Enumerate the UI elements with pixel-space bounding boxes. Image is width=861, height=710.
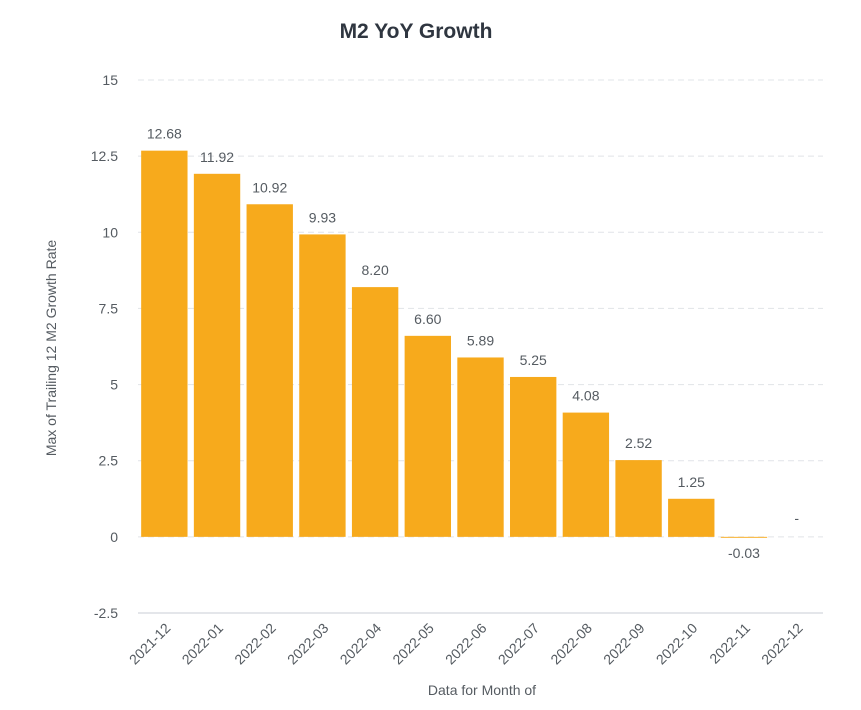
data-label: 1.25 [678, 474, 705, 490]
data-label: 11.92 [200, 149, 234, 165]
y-tick-label: 0 [110, 529, 118, 545]
data-label: 9.93 [309, 209, 336, 225]
x-tick-label: 2022-02 [231, 620, 279, 668]
y-axis-label: Max of Trailing 12 M2 Growth Rate [43, 240, 59, 457]
bar [193, 173, 241, 537]
x-tick-label: 2022-01 [179, 620, 227, 668]
data-label: - [794, 510, 799, 526]
bar [457, 357, 504, 537]
y-tick-label: 10 [102, 224, 118, 240]
bar [246, 204, 293, 537]
bars [141, 150, 768, 538]
data-label: 8.20 [361, 262, 388, 278]
bar [141, 150, 188, 537]
x-tick-label: 2021-12 [126, 620, 174, 668]
x-tick-label: 2022-08 [547, 620, 595, 668]
y-tick-label: 12.5 [91, 148, 118, 164]
x-tick-label: 2022-03 [284, 620, 332, 668]
x-axis-ticks: 2021-12 2022-01 2022-02 2022-03 2022-04 2022-… [126, 620, 806, 668]
bar [562, 412, 610, 537]
bar [615, 460, 662, 537]
bar [668, 498, 715, 537]
data-label: 4.08 [572, 388, 599, 404]
x-tick-label: 2022-06 [442, 620, 490, 668]
data-label: 2.52 [625, 435, 652, 451]
data-label: 12.68 [147, 126, 182, 142]
data-label: 5.25 [520, 352, 547, 368]
x-tick-label: 2022-10 [653, 620, 701, 668]
bar [720, 536, 768, 538]
bar [404, 335, 451, 537]
chart-title: M2 YoY Growth [340, 20, 493, 43]
bar [351, 287, 399, 537]
x-tick-label: 2022-12 [758, 620, 806, 668]
y-axis-ticks: -2.5 0 2.5 5 7.5 10 12.5 15 [91, 72, 118, 621]
y-tick-label: -2.5 [94, 605, 118, 621]
x-tick-label: 2022-07 [495, 620, 543, 668]
y-tick-label: 7.5 [99, 300, 119, 316]
y-tick-label: 5 [110, 377, 118, 393]
x-tick-label: 2022-05 [389, 620, 437, 668]
y-tick-label: 15 [102, 72, 118, 88]
x-tick-label: 2022-09 [600, 620, 648, 668]
x-tick-label: 2022-04 [337, 620, 385, 668]
x-tick-label: 2022-11 [706, 620, 753, 667]
bar [299, 234, 346, 537]
bar [510, 376, 557, 537]
x-axis-label: Data for Month of [428, 682, 536, 698]
data-label: 6.60 [414, 311, 441, 327]
data-label: 5.89 [467, 332, 494, 348]
data-labels: 12.68 11.92 10.92 9.93 8.20 6.60 5.89 5.25 4.08 2… [147, 126, 799, 561]
data-label: -0.03 [728, 545, 760, 561]
y-tick-label: 2.5 [99, 453, 119, 469]
data-label: 10.92 [252, 179, 287, 195]
